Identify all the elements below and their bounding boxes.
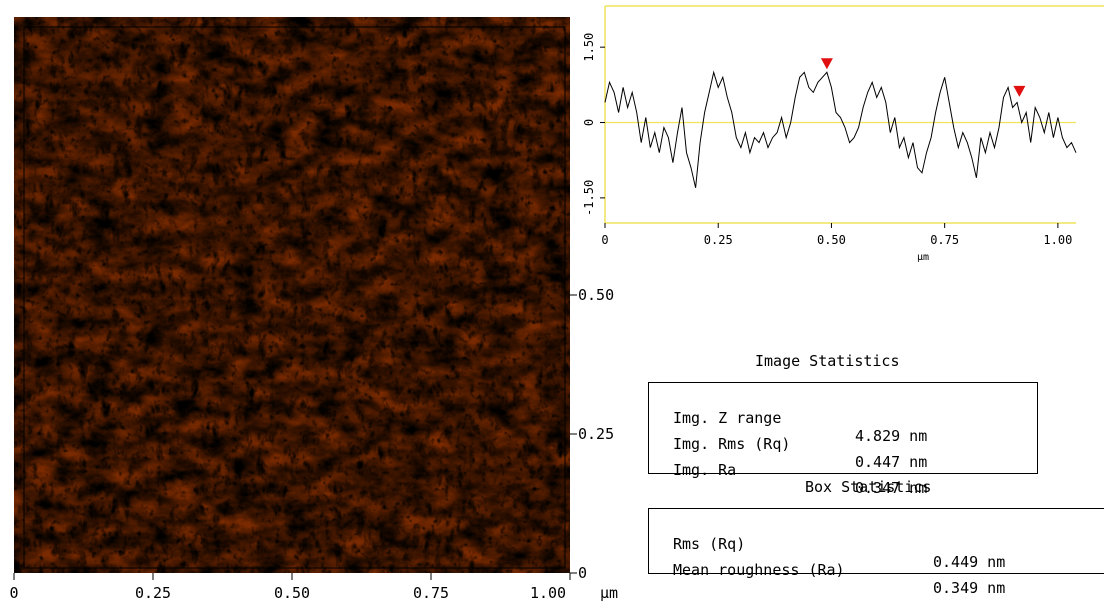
afm-highlight-layer (14, 17, 570, 573)
afm-height-image: 0 0.25 0.50 0.75 1.00 µm 0 0.25 0.50 (9, 17, 618, 602)
image-statistics-box: Img. Z range 4.829 nm Img. Rms (Rq) 0.44… (648, 382, 1038, 497)
cursor-marker (820, 58, 833, 70)
stat-label: Img. Z range (673, 409, 782, 427)
y-axis: 1.50 0 -1.50 (582, 33, 605, 216)
stat-value: 0.349 nm (933, 579, 1006, 597)
x-tick-label: 0.75 (413, 584, 449, 602)
stat-label: Mean roughness (Ra) (673, 561, 845, 579)
image-inner-frame (23, 26, 566, 569)
x-tick-label: 0.50 (274, 584, 310, 602)
stat-row: Img. Ra 0.347 nm (673, 443, 1013, 515)
stat-label: Rms (Rq) (673, 535, 746, 553)
y-tick-label: 0 (578, 564, 587, 582)
section-profile-chart: 0 0.25 0.50 0.75 1.00 1.50 0 -1.50 µm (578, 0, 1104, 270)
x-axis: 0 0.25 0.50 0.75 1.00 (601, 223, 1072, 247)
stat-label: Img. Ra (673, 461, 737, 479)
stat-value: 4.829 nm (855, 427, 928, 445)
x-tick-label: 0.25 (135, 584, 171, 602)
x-axis: 0 0.25 0.50 0.75 1.00 µm (9, 573, 618, 602)
y-tick-label: -1.50 (582, 180, 596, 216)
x-axis-unit: µm (600, 584, 618, 602)
plot-frame (604, 5, 1104, 224)
image-statistics-title: Image Statistics (755, 352, 900, 370)
x-tick-label: 1.00 (1043, 233, 1072, 247)
x-tick-label: 0 (9, 584, 18, 602)
stat-row: Mean roughness (Ra) 0.349 nm (673, 543, 1093, 615)
x-tick-label: 0 (601, 233, 608, 247)
y-tick-label: 0.50 (578, 286, 614, 304)
cursor-markers (820, 58, 1026, 97)
stat-value: 0.347 nm (855, 479, 928, 497)
x-axis-label: µm (917, 252, 929, 263)
stat-value: 0.447 nm (855, 453, 928, 471)
x-tick-label: 0.75 (930, 233, 959, 247)
profile-plot: 0 0.25 0.50 0.75 1.00 1.50 0 -1.50 µm (582, 5, 1104, 263)
stat-value: 0.449 nm (933, 553, 1006, 571)
box-statistics-title: Box Statistics (805, 478, 932, 496)
y-tick-label: 0.25 (578, 425, 614, 443)
box-statistics-box: Rms (Rq) 0.449 nm Mean roughness (Ra) 0.… (648, 508, 1104, 597)
y-tick-label: 0 (582, 119, 596, 126)
x-tick-label: 0.50 (817, 233, 846, 247)
stat-row: Img. Z range 4.829 nm (673, 391, 1013, 463)
afm-height-image-panel: 0 0.25 0.50 0.75 1.00 µm 0 0.25 0.50 (9, 17, 618, 602)
profile-series-line (604, 70, 1077, 188)
x-tick-label: 1.00 (530, 584, 566, 602)
y-axis: 0 0.25 0.50 (570, 286, 614, 582)
x-tick-label: 0.25 (704, 233, 733, 247)
profile-series (604, 70, 1077, 188)
cursor-marker (1013, 85, 1026, 97)
y-tick-label: 1.50 (582, 33, 596, 62)
stat-row: Img. Rms (Rq) 0.447 nm (673, 417, 1013, 489)
stat-label: Img. Rms (Rq) (673, 435, 791, 453)
stat-row: Rms (Rq) 0.449 nm (673, 517, 1093, 589)
